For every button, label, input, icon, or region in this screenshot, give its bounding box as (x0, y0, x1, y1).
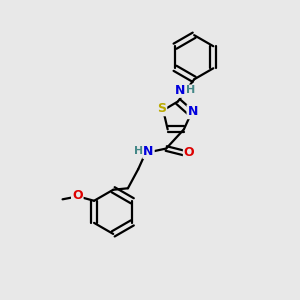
Text: N: N (174, 84, 185, 97)
Text: H: H (186, 85, 195, 95)
Text: O: O (184, 146, 194, 159)
Text: S: S (157, 102, 166, 115)
Text: N: N (188, 105, 198, 118)
Text: O: O (72, 189, 83, 202)
Text: N: N (143, 145, 154, 158)
Text: H: H (134, 146, 144, 157)
